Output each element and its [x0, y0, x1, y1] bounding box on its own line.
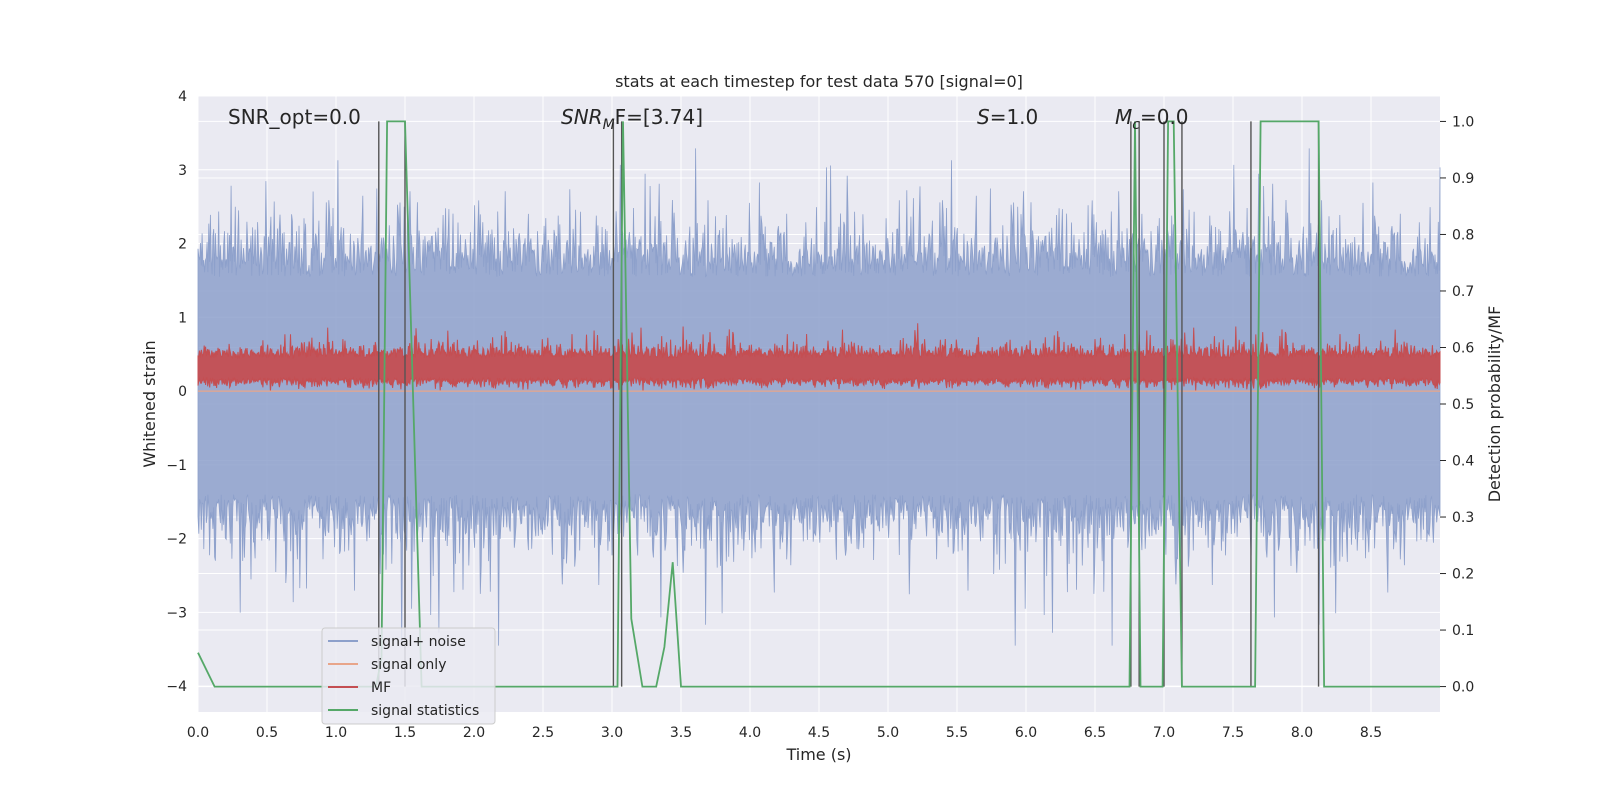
y-right-tick-label: 0.4 [1452, 454, 1474, 470]
y-tick-label: −4 [166, 679, 187, 695]
y-right-tick-label: 0.8 [1452, 227, 1474, 243]
signal-statistics-line [197, 120, 1440, 688]
y-tick-label: 1 [178, 310, 187, 326]
legend-item-mf: MF [328, 680, 391, 696]
y-right-tick-label: 0.2 [1452, 567, 1474, 583]
snr-mf-sub: M [603, 117, 615, 133]
mc-annotation: Mc=0.0 [1115, 105, 1189, 133]
y-tick-label: −2 [166, 532, 187, 548]
x-tick-label: 7.0 [1153, 725, 1175, 741]
legend-label-signal-only: signal only [371, 657, 446, 673]
legend: signal+ noise signal only MF signal stat… [321, 627, 496, 725]
mf-series [197, 323, 1441, 392]
x-tick-label: 0.5 [256, 725, 278, 741]
mc-main: M [1115, 105, 1132, 129]
s-annotation: S=1.0 [977, 105, 1038, 129]
mf-band [197, 323, 1441, 392]
y-tick-label: 0 [178, 384, 187, 400]
chart-title: stats at each timestep for test data 570… [615, 72, 1023, 91]
legend-item-noise: signal+ noise [328, 634, 466, 650]
y-right-tick-label: 1.0 [1452, 114, 1474, 130]
x-tick-label: 3.5 [670, 725, 692, 741]
x-tick-label: 8.0 [1291, 725, 1313, 741]
y-tick-label: −3 [166, 605, 187, 621]
x-tick-label: 3.0 [601, 725, 623, 741]
y-axis-title: Whitened strain [140, 340, 159, 467]
x-tick-label: 7.5 [1222, 725, 1244, 741]
y-tick-label: 3 [178, 163, 187, 179]
y-ticks-right: 1.0 0.9 0.8 0.7 0.6 0.5 0.4 0.3 0.2 0.1 0.0 [1440, 114, 1474, 696]
snr-mf-rest: F=[3.74] [615, 105, 703, 129]
legend-box [321, 627, 496, 725]
legend-label-signal-statistics: signal statistics [371, 703, 479, 719]
mc-rest: =0.0 [1140, 105, 1189, 129]
y-tick-label: 2 [178, 237, 187, 253]
legend-label-mf: MF [371, 680, 391, 696]
y-right-tick-label: 0.9 [1452, 171, 1474, 187]
x-tick-label: 1.5 [394, 725, 416, 741]
y-tick-label: −1 [166, 458, 187, 474]
y-right-tick-label: 0.3 [1452, 510, 1474, 526]
x-tick-label: 2.0 [463, 725, 485, 741]
legend-label-noise: signal+ noise [371, 634, 466, 650]
y-axis-right-title: Detection probability/MF [1485, 306, 1504, 503]
y-right-tick-label: 0.6 [1452, 340, 1474, 356]
s-italic: S [977, 105, 990, 129]
x-ticks: 0.0 0.5 1.0 1.5 2.0 2.5 3.0 3.5 4.0 4.5 5.0 5.5 6.0 6… [187, 725, 1382, 741]
mc-sub: c [1132, 117, 1140, 133]
s-rest: =1.0 [990, 105, 1039, 129]
x-tick-label: 4.5 [808, 725, 830, 741]
y-ticks: 4 3 2 1 0 −1 −2 −3 −4 [166, 89, 187, 695]
legend-item-signal-statistics: signal statistics [328, 703, 479, 719]
x-tick-label: 6.5 [1084, 725, 1106, 741]
noise-series [197, 148, 1441, 646]
legend-item-signal-only: signal only [328, 657, 446, 673]
x-tick-label: 0.0 [187, 725, 209, 741]
x-tick-label: 5.5 [946, 725, 968, 741]
signal-statistics-series [197, 120, 1440, 688]
y-right-tick-label: 0.7 [1452, 284, 1474, 300]
y-right-tick-label: 0.5 [1452, 397, 1474, 413]
snr-mf-main: SNR [561, 105, 603, 129]
x-axis-title: Time (s) [785, 745, 851, 764]
y-right-tick-label: 0.1 [1452, 623, 1474, 639]
y-right-tick-label: 0.0 [1452, 680, 1474, 696]
x-tick-label: 2.5 [532, 725, 554, 741]
x-tick-label: 1.0 [325, 725, 347, 741]
x-tick-label: 5.0 [877, 725, 899, 741]
x-tick-label: 8.5 [1360, 725, 1382, 741]
snr-mf-annotation: SNRMF=[3.74] [561, 105, 703, 133]
x-tick-label: 6.0 [1015, 725, 1037, 741]
x-tick-label: 4.0 [739, 725, 761, 741]
noise-band [197, 148, 1441, 646]
y-tick-label: 4 [178, 89, 187, 105]
snr-opt-annotation: SNR_opt=0.0 [228, 105, 361, 129]
